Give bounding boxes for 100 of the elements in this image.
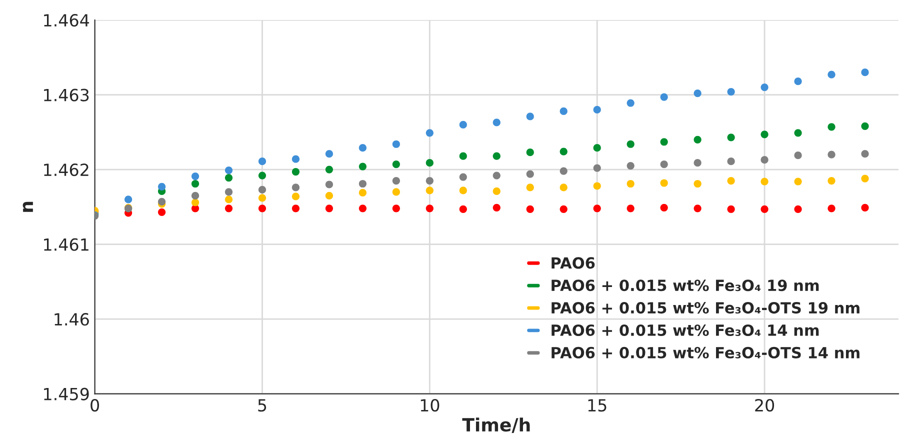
point: [760, 130, 768, 138]
point: [828, 150, 836, 158]
point: [325, 180, 334, 188]
point: [224, 166, 233, 174]
point: [325, 192, 334, 200]
legend-label: PAO6 + 0.015 wt% Fe₃O₄-OTS 19 nm: [552, 302, 860, 314]
point: [660, 204, 668, 212]
x-tick-label: 10: [420, 398, 440, 412]
point: [158, 208, 166, 216]
legend-label: PAO6 + 0.015 wt% Fe₃O₄ 19 nm: [552, 280, 819, 292]
point: [560, 184, 568, 192]
point: [459, 120, 467, 128]
point: [292, 168, 300, 176]
y-tick-label: 1.459: [44, 388, 89, 400]
point: [358, 180, 367, 188]
point: [191, 180, 200, 188]
point: [292, 192, 300, 200]
point: [593, 204, 601, 212]
y-tick-label: 1.46: [54, 313, 89, 326]
point: [660, 138, 668, 146]
point: [526, 205, 534, 213]
point: [727, 176, 735, 185]
point: [727, 88, 735, 96]
point: [526, 112, 534, 120]
point: [392, 140, 400, 148]
y-tick-label: 1.464: [44, 14, 90, 27]
point: [492, 172, 500, 180]
point: [861, 174, 869, 182]
point: [526, 148, 534, 156]
point: [358, 188, 367, 197]
point: [794, 78, 802, 86]
point: [526, 184, 534, 192]
point: [358, 204, 367, 212]
point: [593, 144, 601, 152]
point: [626, 180, 634, 188]
x-tick-label: 5: [258, 399, 266, 412]
point: [828, 176, 836, 185]
point: [459, 186, 467, 194]
point: [593, 164, 601, 172]
point: [191, 192, 200, 200]
point: [560, 205, 568, 213]
point: [794, 129, 802, 137]
point: [593, 106, 601, 114]
x-axis-title: Time/h: [462, 418, 530, 433]
point: [794, 152, 802, 160]
point: [258, 172, 266, 180]
point: [492, 118, 500, 126]
point: [392, 204, 400, 212]
point: [828, 123, 836, 131]
point: [392, 176, 400, 185]
x-tick-label: 20: [755, 398, 774, 412]
point: [694, 180, 702, 188]
point: [660, 179, 668, 187]
point: [325, 204, 334, 212]
point: [526, 170, 534, 178]
point: [292, 184, 300, 192]
point: [593, 182, 601, 190]
point: [426, 129, 434, 137]
point: [794, 178, 802, 186]
point: [492, 204, 500, 212]
point: [224, 196, 233, 204]
point: [727, 205, 735, 213]
point: [358, 144, 367, 152]
point: [158, 198, 166, 206]
point: [626, 162, 634, 170]
point: [760, 84, 768, 92]
point: [626, 204, 634, 212]
legend-label: PAO6: [552, 257, 595, 269]
point: [426, 204, 434, 212]
point: [459, 152, 467, 160]
point: [292, 155, 300, 163]
point: [426, 186, 434, 194]
point: [258, 158, 266, 166]
y-tick-label: 1.463: [44, 88, 89, 102]
point: [325, 166, 334, 174]
y-axis-title: n: [22, 202, 33, 212]
point: [358, 162, 367, 170]
legend-label: PAO6 + 0.015 wt% Fe₃O₄ 14 nm: [552, 324, 819, 336]
point: [392, 188, 400, 196]
point: [292, 204, 300, 212]
point: [258, 186, 266, 194]
point: [325, 150, 334, 158]
point: [124, 196, 132, 204]
point: [560, 148, 568, 156]
point: [794, 205, 802, 213]
point: [626, 140, 634, 148]
point: [861, 150, 869, 158]
point: [560, 107, 568, 116]
point: [224, 188, 233, 196]
point: [492, 187, 500, 196]
point: [191, 198, 200, 206]
point: [861, 204, 869, 212]
point: [660, 93, 668, 101]
point: [760, 178, 768, 186]
point: [158, 182, 166, 191]
point: [828, 204, 836, 212]
point: [694, 159, 702, 167]
point: [694, 89, 702, 98]
point: [560, 167, 568, 175]
point: [258, 204, 266, 212]
